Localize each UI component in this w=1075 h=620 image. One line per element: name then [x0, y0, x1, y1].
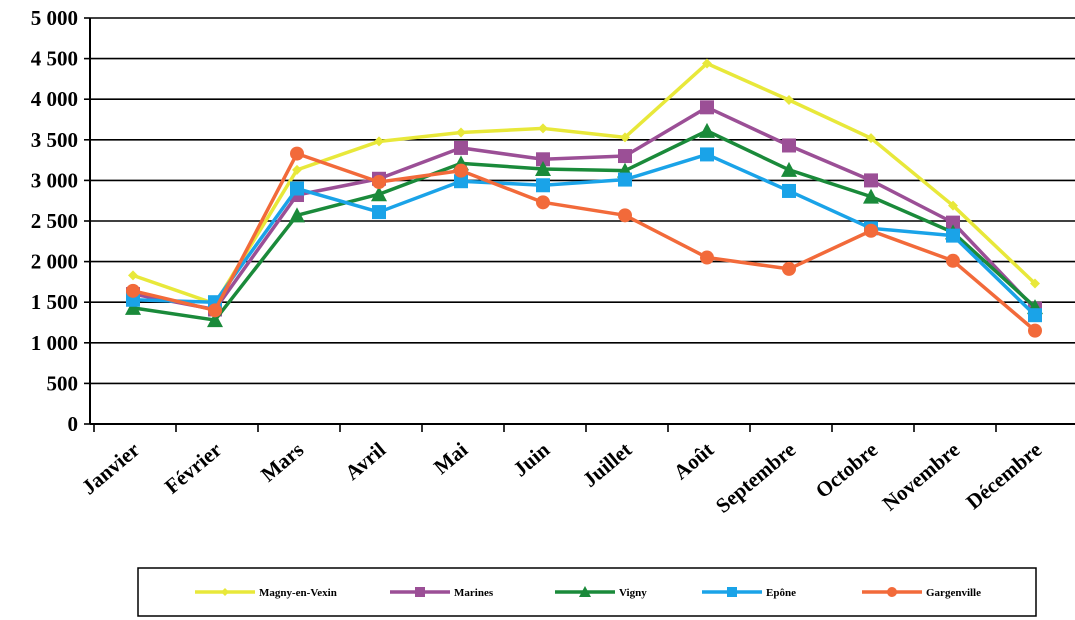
circle-marker [290, 146, 304, 161]
legend-label: Marines [454, 587, 494, 599]
series-line [132, 152, 1037, 317]
y-tick-labels: 0 500 1 000 1 500 2 000 2 500 3 000 3 500 4 000 4… [31, 6, 78, 436]
triangle-marker [535, 161, 551, 177]
x-tick-label: Mai [429, 437, 472, 479]
y-tick-label: 2 500 [31, 209, 78, 233]
y-tick-label: 4 000 [31, 87, 78, 111]
legend-label: Vigny [619, 587, 647, 599]
square-marker [782, 183, 796, 198]
legend: Magny-en-Vexin Marines Vigny Epône Gargenvil… [137, 567, 1037, 617]
legend-label: Magny-en-Vexin [259, 587, 337, 599]
circle-marker [700, 250, 714, 265]
x-tick-label: Février [160, 437, 226, 498]
circle-marker [208, 303, 222, 318]
diamond-marker [456, 127, 466, 138]
triangle-marker [207, 312, 223, 328]
square-marker [864, 173, 878, 188]
legend-item: Marines [390, 587, 494, 599]
diamond-marker [948, 200, 958, 211]
square-marker [782, 138, 796, 153]
triangle-marker [699, 122, 715, 138]
circle-marker [454, 163, 468, 178]
circle-marker [782, 261, 796, 276]
square-marker [727, 587, 737, 597]
triangle-marker [125, 299, 141, 315]
y-tick-label: 1 500 [31, 290, 78, 314]
circle-marker [864, 223, 878, 238]
x-tick-label: Septembre [711, 437, 800, 517]
square-marker [454, 174, 468, 189]
diamond-marker [128, 270, 138, 281]
square-marker [700, 147, 714, 162]
square-marker [618, 149, 632, 164]
diamond-marker [1030, 278, 1040, 289]
square-marker [290, 181, 304, 196]
square-marker [946, 228, 960, 243]
circle-marker [618, 208, 632, 223]
diamond-marker [866, 133, 876, 144]
series-ep-ne [126, 147, 1042, 323]
x-tick-label: Mars [256, 437, 308, 486]
diamond-marker [620, 132, 630, 143]
y-tick-label: 4 500 [31, 47, 78, 71]
circle-marker [126, 283, 140, 298]
circle-marker [946, 253, 960, 268]
y-tick-label: 1 000 [31, 331, 78, 355]
y-tick-label: 500 [47, 371, 79, 395]
x-tick-label: Avril [340, 437, 390, 484]
x-tick-label: Juillet [578, 437, 636, 491]
square-marker [536, 178, 550, 193]
y-tick-label: 3 500 [31, 128, 78, 152]
square-marker [536, 152, 550, 167]
y-tick-label: 0 [68, 412, 79, 436]
circle-marker [536, 195, 550, 210]
triangle-marker [579, 586, 591, 597]
triangle-marker [781, 161, 797, 177]
series-line [132, 151, 1037, 332]
circle-marker [887, 587, 897, 597]
circle-marker [372, 175, 386, 190]
square-marker [946, 215, 960, 230]
x-tick-label: Août [669, 437, 718, 484]
triangle-marker [863, 188, 879, 204]
series-gargenville [126, 146, 1042, 338]
diamond-marker [538, 123, 548, 134]
series-line [132, 105, 1037, 312]
square-marker [618, 172, 632, 187]
y-tick-label: 5 000 [31, 6, 78, 30]
circle-marker [1028, 323, 1042, 338]
y-tick-label: 3 000 [31, 168, 78, 192]
legend-label: Gargenville [926, 587, 981, 599]
series-lines [125, 58, 1043, 338]
x-tick-label: Décembre [961, 437, 1046, 514]
series-line [132, 129, 1037, 322]
square-marker [454, 140, 468, 155]
x-tick-label: Juin [508, 437, 554, 481]
diamond-marker [702, 58, 712, 69]
diamond-marker [292, 164, 302, 175]
square-marker [415, 587, 425, 597]
triangle-marker [289, 207, 305, 223]
square-marker [1028, 308, 1042, 323]
square-marker [700, 100, 714, 115]
y-tick-label: 2 000 [31, 250, 78, 274]
x-tick-label: Octobre [811, 437, 882, 502]
legend-item: Vigny [555, 586, 647, 599]
legend-item: Gargenville [862, 587, 981, 599]
square-marker [372, 205, 386, 220]
legend-item: Epône [702, 587, 796, 599]
gridlines [90, 17, 1075, 385]
diamond-marker [221, 588, 229, 596]
x-tick-label: Novembre [878, 437, 965, 515]
axes [84, 17, 1075, 432]
legend-label: Epône [766, 587, 796, 599]
diamond-marker [374, 136, 384, 147]
triangle-marker [371, 186, 387, 202]
diamond-marker [784, 95, 794, 106]
series-line [132, 61, 1037, 306]
x-tick-labels: Janvier Février Mars Avril Mai Juin Juillet Aoû… [77, 437, 1046, 518]
x-tick-label: Janvier [77, 437, 144, 499]
legend-item: Magny-en-Vexin [195, 587, 337, 599]
